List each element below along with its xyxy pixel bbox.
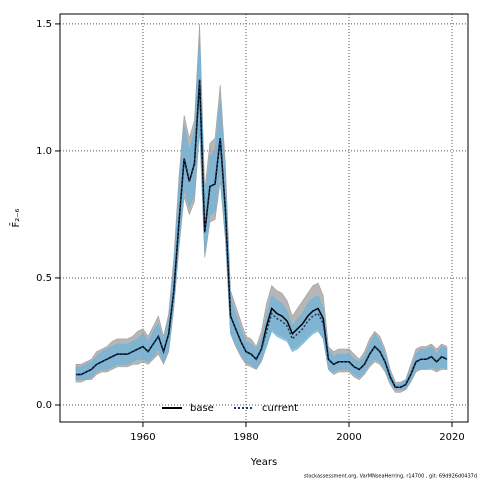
confidence-band [75,23,448,393]
y-axis-label: F̄₂₋₆ [9,208,22,227]
legend-label: base [190,403,214,414]
x-tick-label: 2020 [439,432,464,443]
x-tick-label: 2000 [336,432,361,443]
y-tick-label: 0.0 [36,400,52,411]
x-tick-label: 1980 [233,432,258,443]
y-tick-label: 1.5 [36,19,52,30]
footnote: stockassessment.org, VarMNseaHerring, r1… [304,474,477,480]
x-tick-label: 1960 [130,432,155,443]
legend-label: current [262,403,298,414]
x-axis-label: Years [250,457,277,468]
y-tick-label: 1.0 [36,146,52,157]
series-line [75,79,448,388]
confidence-band [75,36,448,391]
y-tick-label: 0.5 [36,273,52,284]
plot-frame [59,13,469,423]
